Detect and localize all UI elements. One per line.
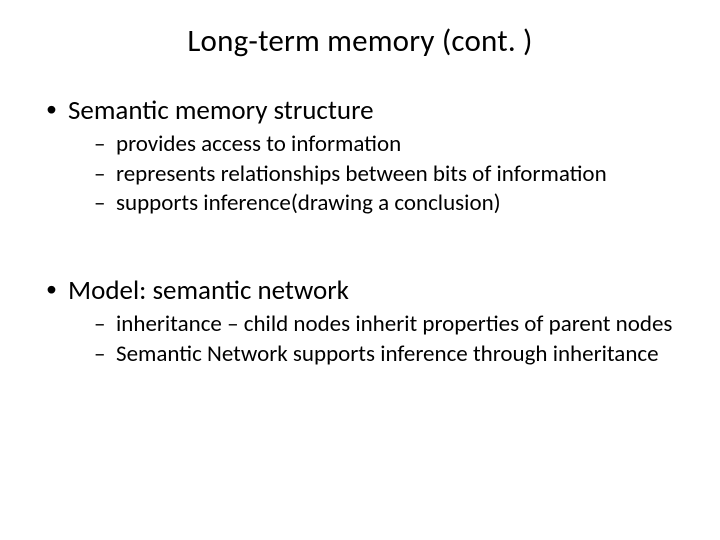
list-item: Semantic Network supports inference thro… — [68, 340, 680, 369]
list-item: represents relationships between bits of… — [68, 160, 680, 189]
list-item: supports inference(drawing a conclusion) — [68, 189, 680, 218]
list-item-text: Semantic memory structure — [68, 94, 374, 127]
bullet-list: Model: semantic network inheritance – ch… — [40, 274, 680, 368]
sub-list: provides access to information represent… — [68, 130, 680, 218]
list-item: Semantic memory structure provides acces… — [40, 94, 680, 218]
sub-list: inheritance – child nodes inherit proper… — [68, 310, 680, 369]
slide-title: Long-term memory (cont. ) — [40, 22, 680, 60]
spacer — [40, 222, 680, 274]
bullet-list: Semantic memory structure provides acces… — [40, 94, 680, 218]
slide: Long-term memory (cont. ) Semantic memor… — [0, 0, 720, 540]
list-item-text: Model: semantic network — [68, 274, 349, 307]
list-item: inheritance – child nodes inherit proper… — [68, 310, 680, 339]
list-item: provides access to information — [68, 130, 680, 159]
list-item: Model: semantic network inheritance – ch… — [40, 274, 680, 368]
